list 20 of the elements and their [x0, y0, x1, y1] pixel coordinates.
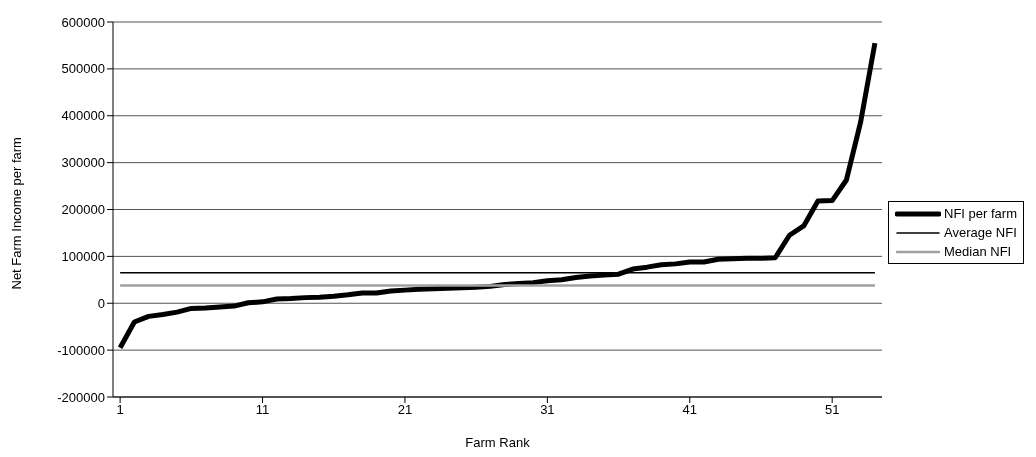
y-tick-label: -100000: [57, 342, 105, 358]
legend-label: Average NFI: [944, 225, 1017, 240]
y-tick-label: 300000: [61, 155, 105, 171]
y-axis-title: Net Farm Income per farm: [8, 137, 24, 290]
y-tick-label: 400000: [61, 108, 105, 124]
x-tick-label: 21: [397, 402, 413, 418]
y-tick-label: 600000: [61, 14, 105, 30]
x-tick-label: 51: [824, 402, 840, 418]
y-tick-label: 500000: [61, 61, 105, 77]
x-tick-label: 41: [682, 402, 698, 418]
y-tick-label: 100000: [61, 248, 105, 264]
y-tick-label: 200000: [61, 202, 105, 218]
x-axis-title: Farm Rank: [465, 435, 531, 450]
y-tick-label: 0: [97, 295, 105, 311]
legend-label: Median NFI: [944, 244, 1012, 259]
x-tick-label: 1: [116, 402, 124, 418]
x-tick-label: 31: [540, 402, 555, 418]
x-tick-label: 11: [255, 402, 270, 418]
legend-label: NFI per farm: [944, 206, 1017, 221]
y-tick-label: -200000: [57, 389, 105, 405]
